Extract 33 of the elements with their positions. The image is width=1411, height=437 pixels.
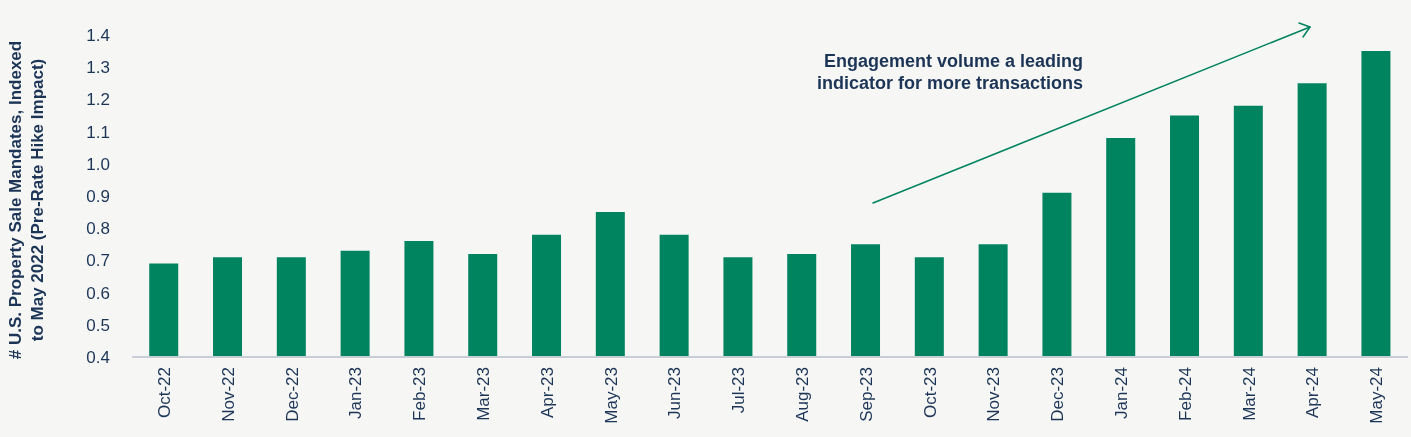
x-tick-label: Jan-24 <box>1111 367 1131 419</box>
x-tick-label: Mar-23 <box>473 367 493 421</box>
y-tick-label: 1.4 <box>86 26 110 46</box>
x-tick-label: Jul-23 <box>728 367 748 414</box>
y-tick-label: 1.0 <box>86 154 110 174</box>
x-tick-label: Jun-23 <box>664 367 684 419</box>
x-tick-label: Sep-23 <box>856 367 876 422</box>
y-tick-label: 0.9 <box>86 187 110 207</box>
x-tick-label: Oct-22 <box>154 367 174 419</box>
y-axis-title: # U.S. Property Sale Mandates, Indexed to May 2022 (Pre-Rate Hike Impact) <box>6 40 47 360</box>
x-tick-label: Nov-23 <box>983 367 1003 422</box>
y-tick-label: 0.8 <box>86 219 110 239</box>
x-tick-label: Apr-24 <box>1302 367 1322 419</box>
x-tick-label: May-24 <box>1366 367 1386 424</box>
x-tick-label: May-23 <box>601 367 620 424</box>
y-tick-label: 1.2 <box>86 90 110 110</box>
annotation: Engagement volume a leading indicator for more transactions <box>816 51 1083 93</box>
x-tick-label: Dec-23 <box>1047 367 1067 422</box>
y-tick-label: 0.7 <box>86 251 110 271</box>
y-tick-label: 0.6 <box>86 283 110 303</box>
x-tick-label: Apr-23 <box>537 367 557 419</box>
y-tick-label: 0.4 <box>86 348 110 368</box>
y-tick-label: 1.1 <box>86 122 110 142</box>
y-tick-label: 0.5 <box>86 315 110 335</box>
x-tick-label: Dec-22 <box>282 367 301 422</box>
x-tick-label: Feb-24 <box>1175 367 1195 421</box>
x-tick-label: Feb-23 <box>409 367 429 421</box>
y-tick-label: 1.3 <box>86 58 110 78</box>
x-tick-label: Jan-23 <box>345 367 365 419</box>
x-tick-label: Oct-23 <box>920 367 939 419</box>
x-tick-label: Mar-24 <box>1239 367 1258 421</box>
x-tick-label: Nov-22 <box>218 367 238 422</box>
x-tick-label: Aug-23 <box>792 367 812 422</box>
